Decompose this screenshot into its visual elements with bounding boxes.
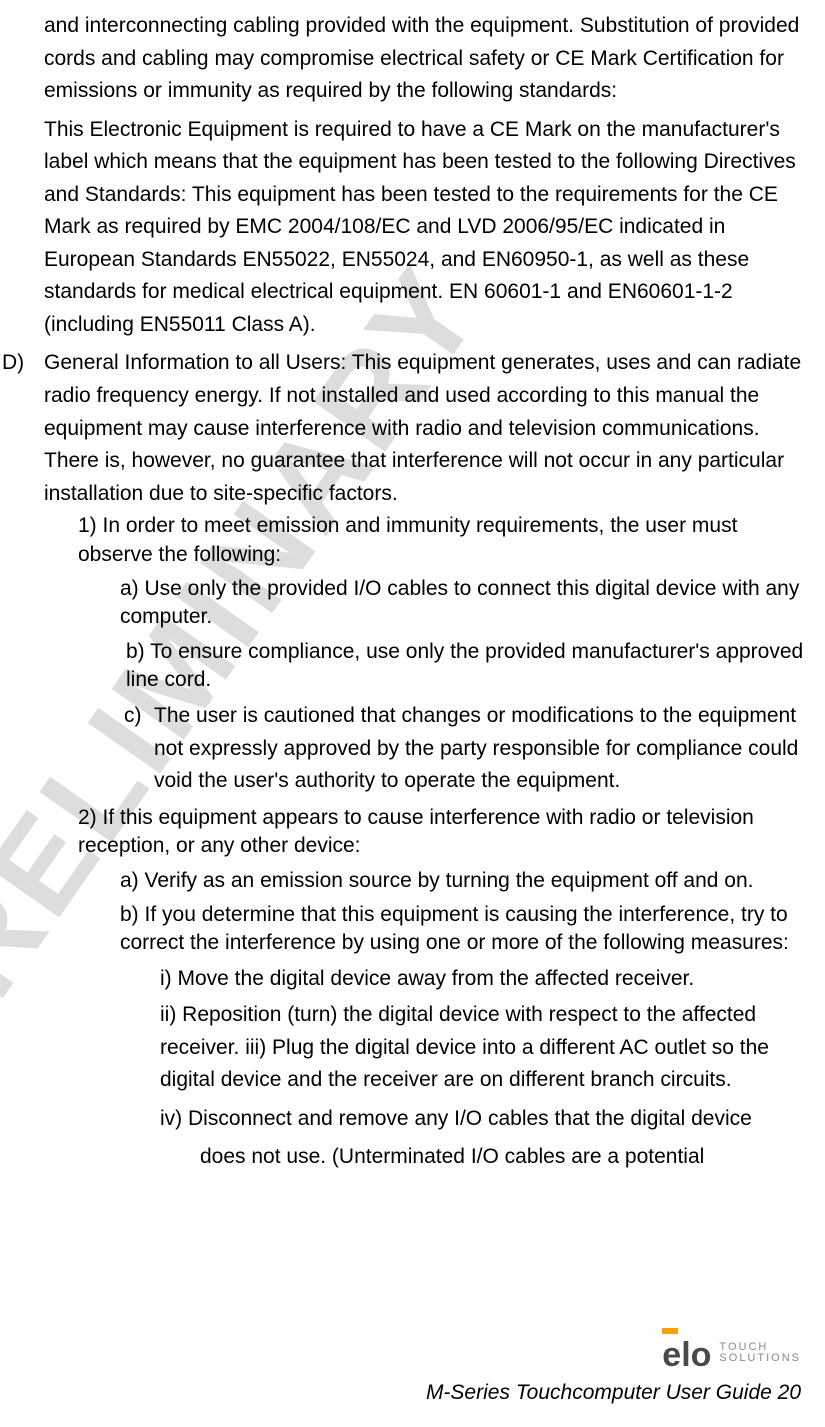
page: PRELIMINARY and interconnecting cabling … — [0, 0, 825, 1427]
section-d2b-ii-iii: ii) Reposition (turn) the digital device… — [160, 999, 807, 1097]
brand-logo: elo TOUCH SOLUTIONS — [662, 1330, 801, 1375]
section-d1c-label: c) — [124, 700, 154, 798]
page-footer-label: M-Series Touchcomputer User Guide 20 — [426, 1381, 801, 1405]
section-d2b: b) If you determine that this equipment … — [120, 901, 807, 958]
section-d1: 1) In order to meet emission and immunit… — [78, 512, 807, 569]
section-d2: 2) If this equipment appears to cause in… — [78, 804, 807, 861]
content-body: and interconnecting cabling provided wit… — [0, 10, 813, 1174]
brand-logo-word: elo — [662, 1330, 711, 1375]
page-footer: elo TOUCH SOLUTIONS M-Series Touchcomput… — [426, 1330, 801, 1405]
brand-logo-sub2: SOLUTIONS — [719, 1353, 801, 1364]
section-d2b-iv-continuation: does not use. (Unterminated I/O cables a… — [200, 1141, 807, 1174]
brand-logo-sub1: TOUCH — [719, 1342, 801, 1353]
section-d-row: D) General Information to all Users: Thi… — [2, 347, 803, 510]
section-d2b-i: i) Move the digital device away from the… — [160, 964, 807, 993]
section-d2a: a) Verify as an emission source by turni… — [120, 867, 807, 895]
section-d1a: a) Use only the provided I/O cables to c… — [120, 575, 807, 632]
section-d1c-row: c) The user is cautioned that changes or… — [124, 700, 807, 798]
section-d1b: b) To ensure compliance, use only the pr… — [126, 638, 807, 695]
section-d2b-iv: iv) Disconnect and remove any I/O cables… — [160, 1103, 807, 1136]
brand-logo-subtext: TOUCH SOLUTIONS — [719, 1342, 801, 1364]
brand-logo-accent-bar — [662, 1328, 678, 1334]
section-d1c-body: The user is cautioned that changes or mo… — [154, 700, 807, 798]
section-c-continuation-1: and interconnecting cabling provided wit… — [44, 10, 803, 108]
brand-logo-main-text: elo — [662, 1336, 711, 1374]
section-d-body: General Information to all Users: This e… — [44, 347, 803, 510]
section-d-label: D) — [2, 347, 44, 510]
section-c-continuation-2: This Electronic Equipment is required to… — [44, 114, 803, 342]
